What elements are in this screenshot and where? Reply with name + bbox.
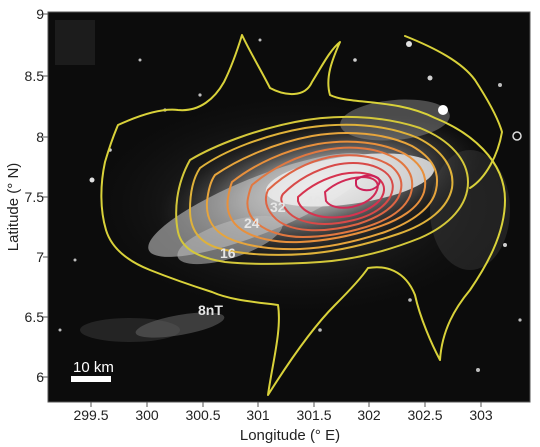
y-tick-labels: 9 8.5 8 7.5 7 6.5 6 <box>25 6 45 385</box>
y-axis <box>43 13 48 378</box>
contour-20nt <box>189 123 454 256</box>
contour-label-24: 24 <box>244 215 260 231</box>
y-axis-title: Latitude (° N) <box>5 163 22 252</box>
y-tick-label: 8.5 <box>25 68 45 84</box>
contour-label-40: 40 <box>306 193 322 209</box>
contour-44nt <box>297 171 385 219</box>
x-tick-label: 302 <box>357 407 381 423</box>
plot-area <box>48 12 530 402</box>
x-tick-label: 301.5 <box>296 407 331 423</box>
contour-36nt <box>264 154 403 232</box>
y-tick-label: 6.5 <box>25 309 45 325</box>
scale-bar-line <box>71 376 111 382</box>
contour-labels: 40 32 24 16 8nT <box>198 193 322 318</box>
y-tick-label: 8 <box>36 129 44 145</box>
x-tick-label: 302.5 <box>407 407 442 423</box>
contour-40nt <box>280 162 394 225</box>
x-tick-label: 300 <box>135 407 159 423</box>
scale-bar: 10 km <box>71 359 114 382</box>
y-tick-label: 7 <box>36 249 44 265</box>
x-tick-label: 299.5 <box>73 407 108 423</box>
x-tick-label: 301 <box>246 407 270 423</box>
contour-lines <box>100 34 506 396</box>
x-axis-title: Longitude (° E) <box>240 427 340 444</box>
y-tick-label: 9 <box>36 6 44 22</box>
contour-24nt <box>205 132 438 251</box>
contour-28nt <box>226 140 427 244</box>
contour-label-16: 16 <box>220 245 236 261</box>
y-tick-label: 6 <box>36 369 44 385</box>
contour-48nt <box>324 176 379 209</box>
plot-frame <box>47 11 531 403</box>
x-tick-labels: 299.5 300 300.5 301 301.5 302 302.5 303 <box>73 407 492 423</box>
x-tick-label: 300.5 <box>185 407 220 423</box>
contour-ne-branch <box>404 35 503 189</box>
y-tick-label: 7.5 <box>25 189 45 205</box>
contour-32nt <box>246 146 414 238</box>
x-axis <box>90 402 482 407</box>
contour-outer-8nt <box>100 34 506 396</box>
scale-bar-label: 10 km <box>73 359 114 376</box>
x-tick-label: 303 <box>469 407 493 423</box>
contour-16nt <box>175 115 469 265</box>
contour-label-8nt: 8nT <box>198 302 223 318</box>
contour-peak <box>355 174 381 192</box>
contour-label-32: 32 <box>270 199 286 215</box>
